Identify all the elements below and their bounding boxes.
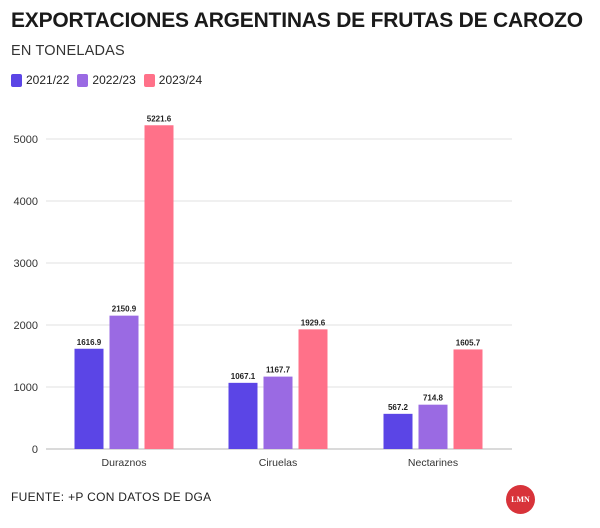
y-tick-label: 5000 — [14, 134, 38, 146]
x-tick-label: Nectarines — [408, 457, 458, 469]
bar — [109, 315, 139, 449]
bar — [298, 329, 328, 449]
legend-item-2021-22: 2021/22 — [11, 73, 69, 87]
bar — [228, 382, 258, 449]
data-label: 1616.9 — [77, 338, 102, 347]
bar — [383, 413, 413, 449]
data-label: 1605.7 — [456, 338, 481, 347]
legend-label: 2022/23 — [92, 73, 136, 87]
data-label: 1929.6 — [301, 318, 326, 327]
source-note: FUENTE: +P CON DATOS DE DGA — [11, 490, 212, 504]
bar — [263, 376, 293, 449]
y-tick-label: 4000 — [14, 196, 38, 208]
chart-title: EXPORTACIONES ARGENTINAS DE FRUTAS DE CA… — [11, 9, 583, 32]
legend: 2021/22 2022/23 2023/24 — [11, 73, 202, 87]
y-tick-label: 1000 — [14, 382, 38, 394]
legend-swatch — [11, 73, 22, 87]
legend-item-2022-23: 2022/23 — [77, 73, 136, 87]
y-tick-label: 2000 — [14, 320, 38, 332]
legend-swatch — [143, 73, 155, 87]
logo: LMN — [506, 485, 535, 514]
data-label: 1067.1 — [231, 372, 256, 381]
bar — [144, 125, 174, 449]
data-label: 5221.6 — [147, 114, 172, 123]
x-tick-label: Ciruelas — [259, 457, 298, 469]
legend-label: 2021/22 — [26, 73, 70, 87]
data-label: 1167.7 — [266, 366, 291, 375]
data-label: 2150.9 — [112, 305, 137, 314]
data-label: 714.8 — [423, 394, 444, 403]
legend-label: 2023/24 — [158, 73, 203, 87]
chart-subtitle: EN TONELADAS — [11, 43, 125, 59]
bar — [418, 404, 448, 449]
bar — [74, 348, 104, 449]
x-tick-label: Duraznos — [102, 457, 147, 469]
legend-swatch — [77, 73, 89, 87]
legend-item-2023-24: 2023/24 — [143, 73, 203, 87]
y-tick-label: 3000 — [14, 258, 38, 270]
y-tick-label: 0 — [32, 444, 38, 456]
bar — [453, 349, 483, 449]
data-label: 567.2 — [388, 403, 409, 412]
